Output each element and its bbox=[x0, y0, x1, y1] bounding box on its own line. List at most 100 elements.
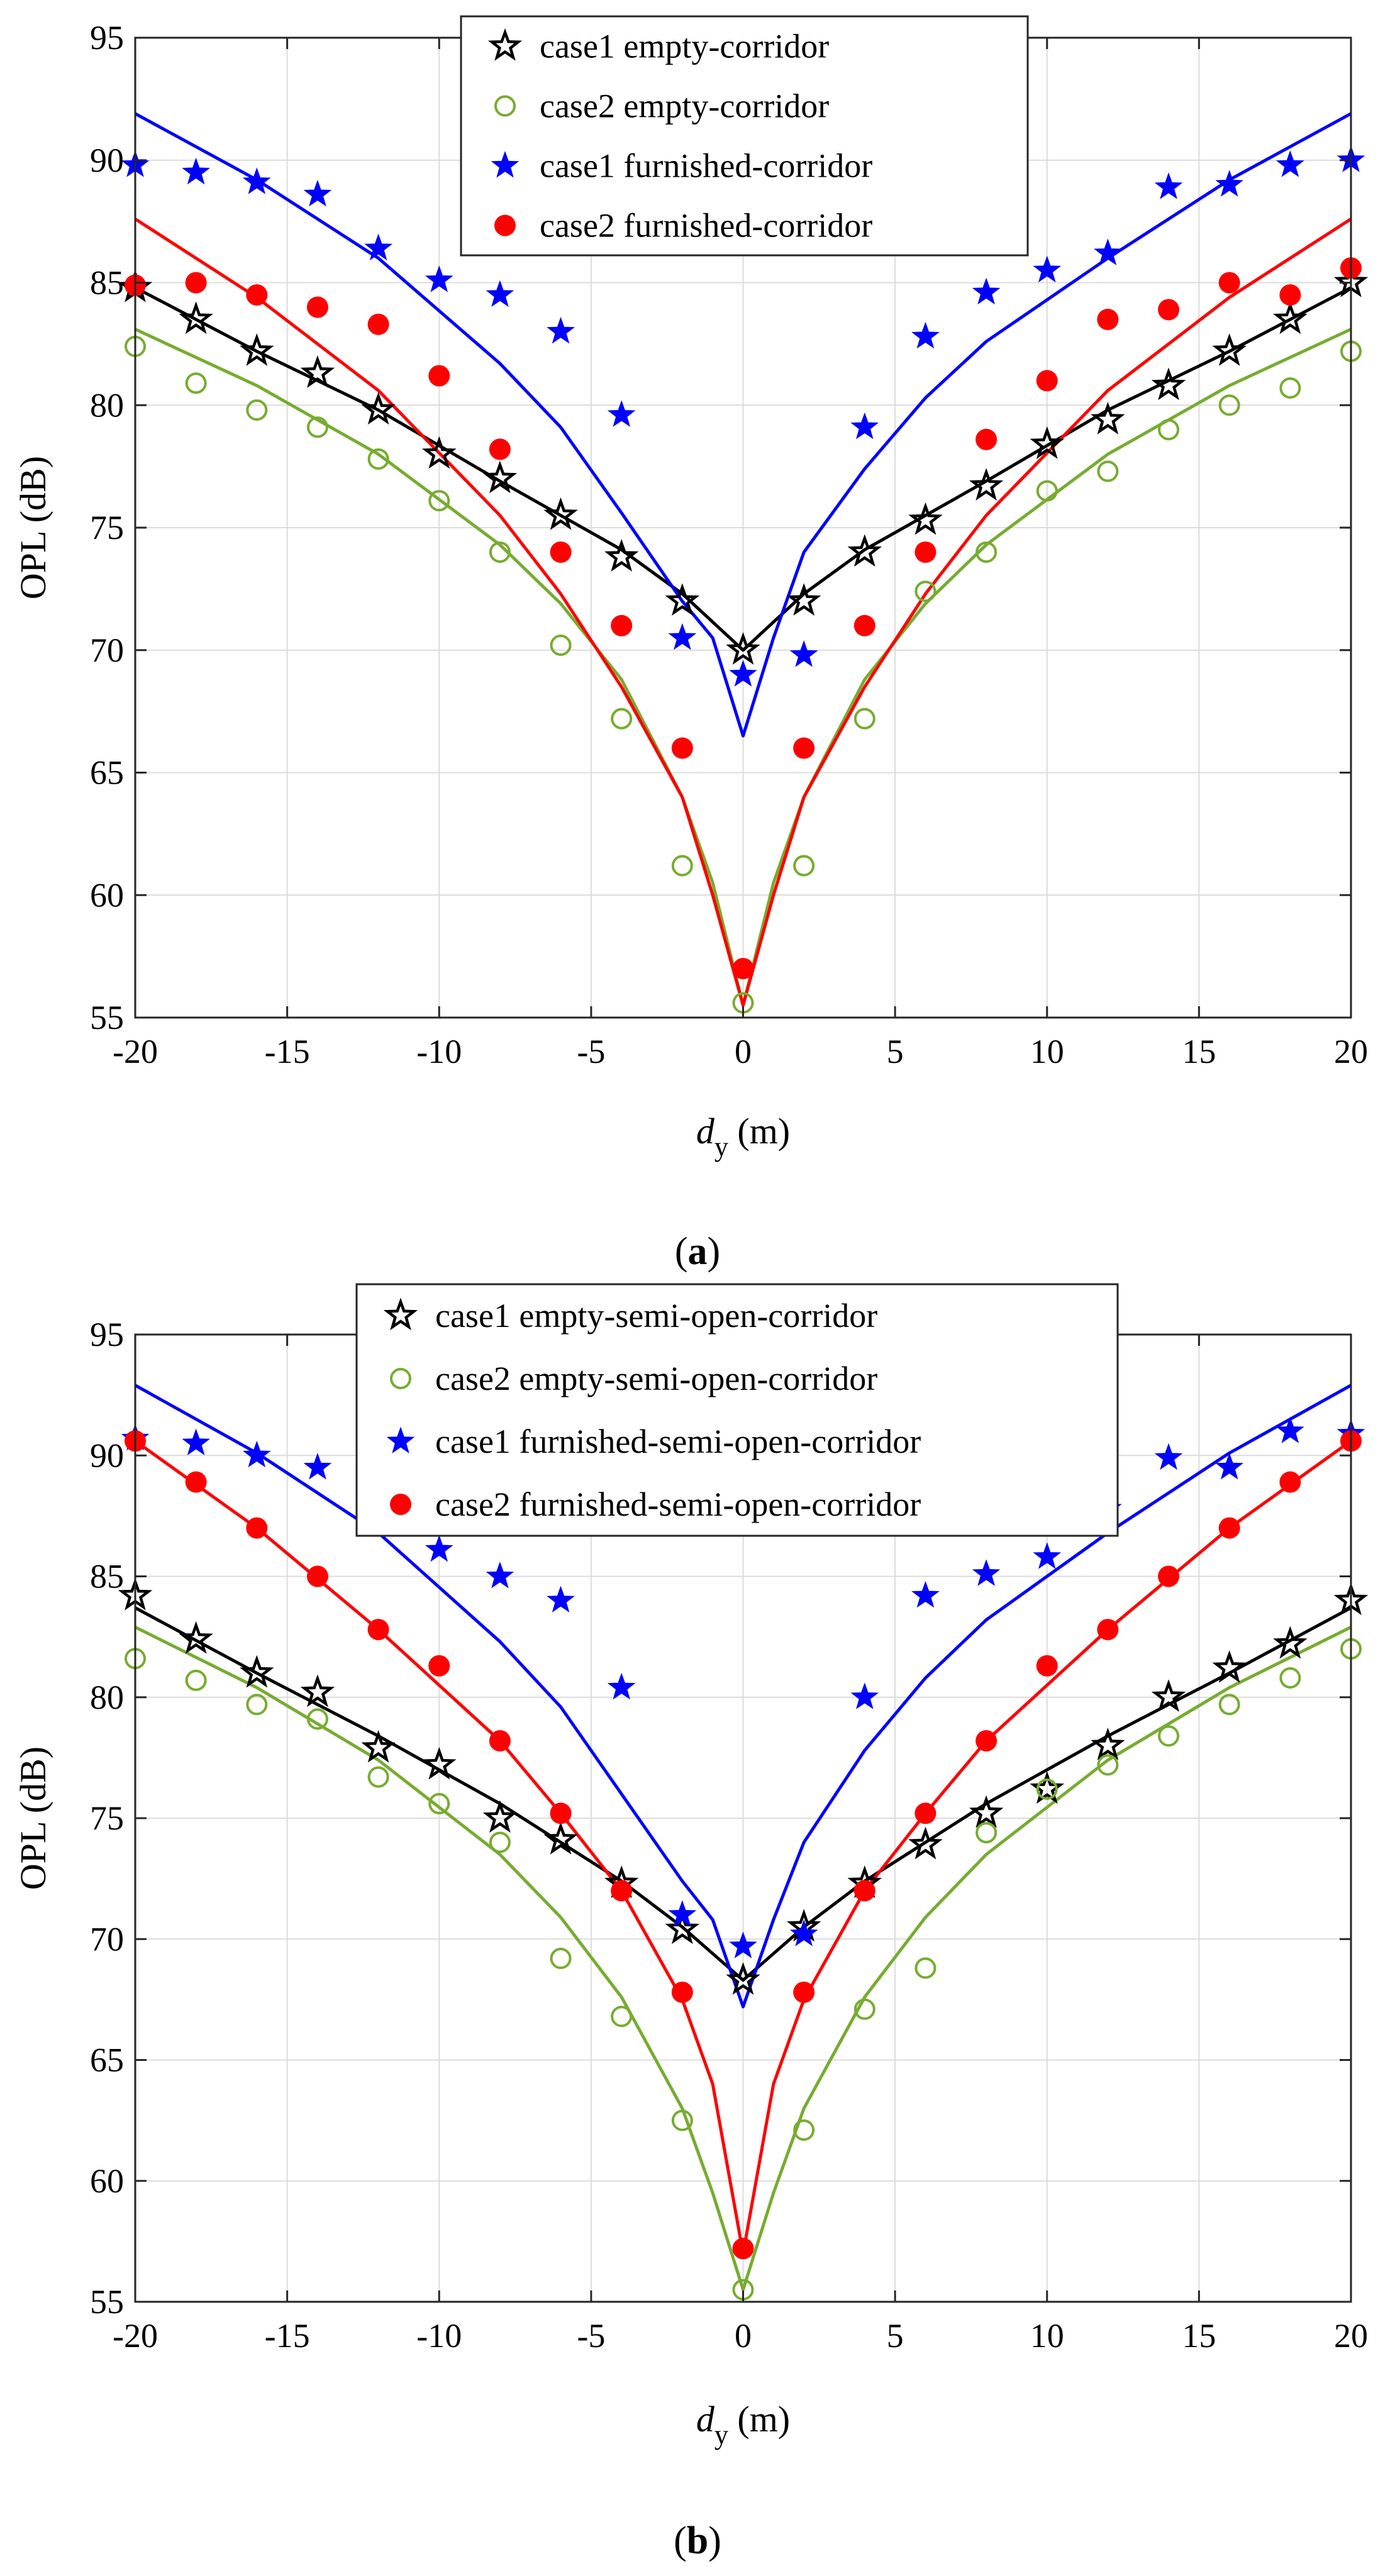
data-point bbox=[1273, 301, 1308, 335]
data-point bbox=[1218, 1517, 1240, 1539]
data-point bbox=[665, 1911, 700, 1945]
data-point bbox=[361, 1729, 396, 1763]
data-point bbox=[547, 316, 575, 344]
data-point bbox=[1215, 170, 1243, 197]
data-point bbox=[482, 1800, 518, 1833]
x-tick-label: -15 bbox=[265, 2317, 310, 2355]
data-point bbox=[421, 1746, 457, 1780]
data-point bbox=[486, 280, 514, 307]
data-point bbox=[367, 313, 389, 335]
fit-line-case1-furnished-semi-open-corridor bbox=[134, 1384, 1352, 2009]
data-point bbox=[428, 1792, 450, 1814]
y-tick-label: 55 bbox=[90, 2283, 124, 2321]
panel-label-a: (a) bbox=[674, 1230, 721, 1273]
y-tick-label: 95 bbox=[90, 1316, 124, 1353]
data-point bbox=[1036, 480, 1058, 502]
data-point bbox=[671, 737, 693, 759]
legend-marker bbox=[386, 1426, 415, 1453]
data-point bbox=[1097, 1754, 1119, 1776]
data-point bbox=[1158, 419, 1180, 441]
x-tick-label: -10 bbox=[416, 1033, 462, 1070]
data-point bbox=[1154, 172, 1183, 199]
data-point bbox=[853, 614, 875, 636]
data-point bbox=[1036, 1655, 1058, 1677]
legend-entry-label: case1 empty-corridor bbox=[540, 28, 829, 65]
legend-entry-label: case2 empty-semi-open-corridor bbox=[435, 1360, 877, 1397]
y-tick-label: 95 bbox=[90, 19, 124, 57]
data-point bbox=[482, 460, 518, 494]
data-point bbox=[486, 1562, 514, 1589]
x-tick-label: 20 bbox=[1334, 2317, 1368, 2355]
data-point bbox=[428, 1655, 450, 1677]
data-point bbox=[1273, 1626, 1308, 1659]
data-point bbox=[489, 438, 511, 460]
data-point bbox=[1212, 1650, 1247, 1683]
fit-line-case2-furnished-corridor bbox=[134, 218, 1352, 1007]
data-point bbox=[1212, 333, 1247, 366]
data-point bbox=[367, 448, 389, 470]
y-tick-label: 60 bbox=[90, 2162, 124, 2200]
data-point bbox=[240, 333, 274, 366]
data-point bbox=[1030, 426, 1065, 459]
data-point bbox=[421, 436, 457, 469]
legend-entry-label: case2 furnished-corridor bbox=[540, 207, 872, 245]
data-point bbox=[975, 1822, 998, 1844]
data-point bbox=[246, 1517, 268, 1539]
data-point bbox=[306, 1708, 328, 1730]
legend-marker bbox=[494, 214, 516, 236]
data-point bbox=[243, 167, 271, 194]
data-point bbox=[1151, 1679, 1186, 1712]
data-point bbox=[179, 301, 213, 335]
data-point bbox=[367, 1766, 389, 1788]
legend-marker bbox=[390, 1368, 411, 1389]
data-point bbox=[671, 2109, 693, 2131]
data-point bbox=[914, 1957, 936, 1979]
x-axis-label: dy (m) bbox=[696, 2399, 790, 2450]
data-point bbox=[425, 1535, 453, 1562]
data-point bbox=[182, 1428, 211, 1456]
data-point bbox=[1091, 401, 1125, 435]
x-tick-label: -5 bbox=[577, 2317, 605, 2355]
data-point bbox=[607, 400, 636, 427]
data-point bbox=[240, 1655, 274, 1688]
data-point bbox=[1218, 272, 1240, 294]
fit-line-case1-furnished-corridor bbox=[134, 112, 1352, 738]
legend-box bbox=[460, 15, 1029, 257]
data-point bbox=[611, 708, 633, 730]
data-point bbox=[303, 179, 332, 207]
data-point bbox=[789, 1919, 818, 1946]
data-point bbox=[911, 1580, 940, 1608]
data-point bbox=[1036, 370, 1058, 392]
data-point bbox=[914, 1802, 936, 1824]
legend-entry-label: case2 furnished-semi-open-corridor bbox=[435, 1485, 921, 1523]
data-point bbox=[306, 1565, 328, 1587]
data-point bbox=[1158, 1725, 1180, 1747]
x-tick-label: 5 bbox=[887, 2317, 904, 2355]
legend-box bbox=[355, 1283, 1119, 1537]
data-point bbox=[604, 539, 639, 572]
y-tick-label: 85 bbox=[90, 1558, 124, 1596]
data-point bbox=[611, 614, 633, 636]
data-point bbox=[489, 1831, 511, 1853]
data-point bbox=[246, 284, 268, 306]
data-point bbox=[911, 321, 940, 349]
y-tick-label: 60 bbox=[90, 876, 124, 914]
data-point bbox=[853, 1998, 875, 2020]
data-point bbox=[607, 1672, 636, 1700]
data-point bbox=[668, 623, 697, 650]
data-point bbox=[428, 490, 450, 512]
x-axis-label-var: d bbox=[696, 2399, 715, 2440]
data-point bbox=[1279, 377, 1301, 399]
legend-entry-label: case1 empty-semi-open-corridor bbox=[435, 1297, 877, 1335]
y-axis-label: OPL (dB) bbox=[13, 456, 53, 599]
data-point bbox=[850, 412, 879, 440]
data-point bbox=[793, 1981, 815, 2003]
data-point bbox=[1033, 255, 1062, 283]
x-tick-label: 5 bbox=[887, 1033, 904, 1070]
data-point bbox=[489, 1729, 511, 1752]
data-point bbox=[306, 416, 328, 438]
data-point bbox=[1215, 1453, 1243, 1480]
data-point bbox=[300, 1674, 335, 1707]
data-point bbox=[543, 1821, 578, 1855]
